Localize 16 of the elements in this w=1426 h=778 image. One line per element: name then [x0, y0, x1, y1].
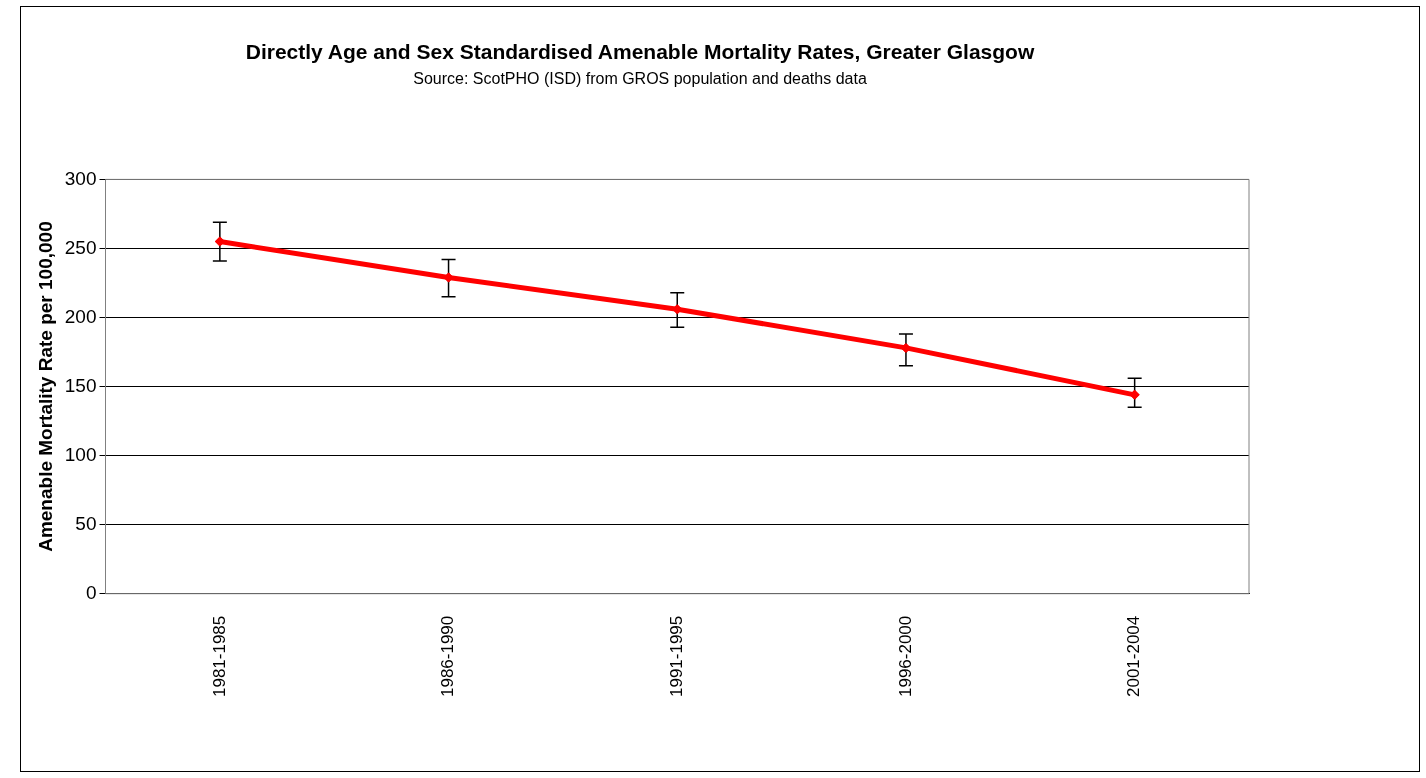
y-tick-label: 50 [75, 512, 97, 534]
y-tick-label: 150 [64, 374, 97, 396]
x-tick-label: 1981-1985 [209, 615, 229, 698]
y-tick-label: 300 [64, 167, 97, 189]
x-tick-label: 1986-1990 [438, 615, 458, 698]
y-tick-label: 100 [64, 443, 97, 465]
y-tick-label: 0 [85, 581, 97, 603]
y-axis-title: Amenable Mortality Rate per 100,000 [34, 221, 56, 552]
y-tick-label: 250 [64, 236, 97, 258]
chart-title: Directly Age and Sex Standardised Amenable Mortality Rates, Greater Glasgow [245, 40, 1035, 64]
x-tick-label: 1996-2000 [895, 615, 915, 698]
point [214, 236, 225, 247]
y-tick-label: 200 [64, 305, 97, 327]
source-note: Source: ScotPHO (ISD) from GROS population and deaths data [413, 70, 867, 88]
x-tick-label: 2001-2004 [1124, 615, 1144, 698]
x-tick-label: 1991-1995 [666, 615, 686, 698]
